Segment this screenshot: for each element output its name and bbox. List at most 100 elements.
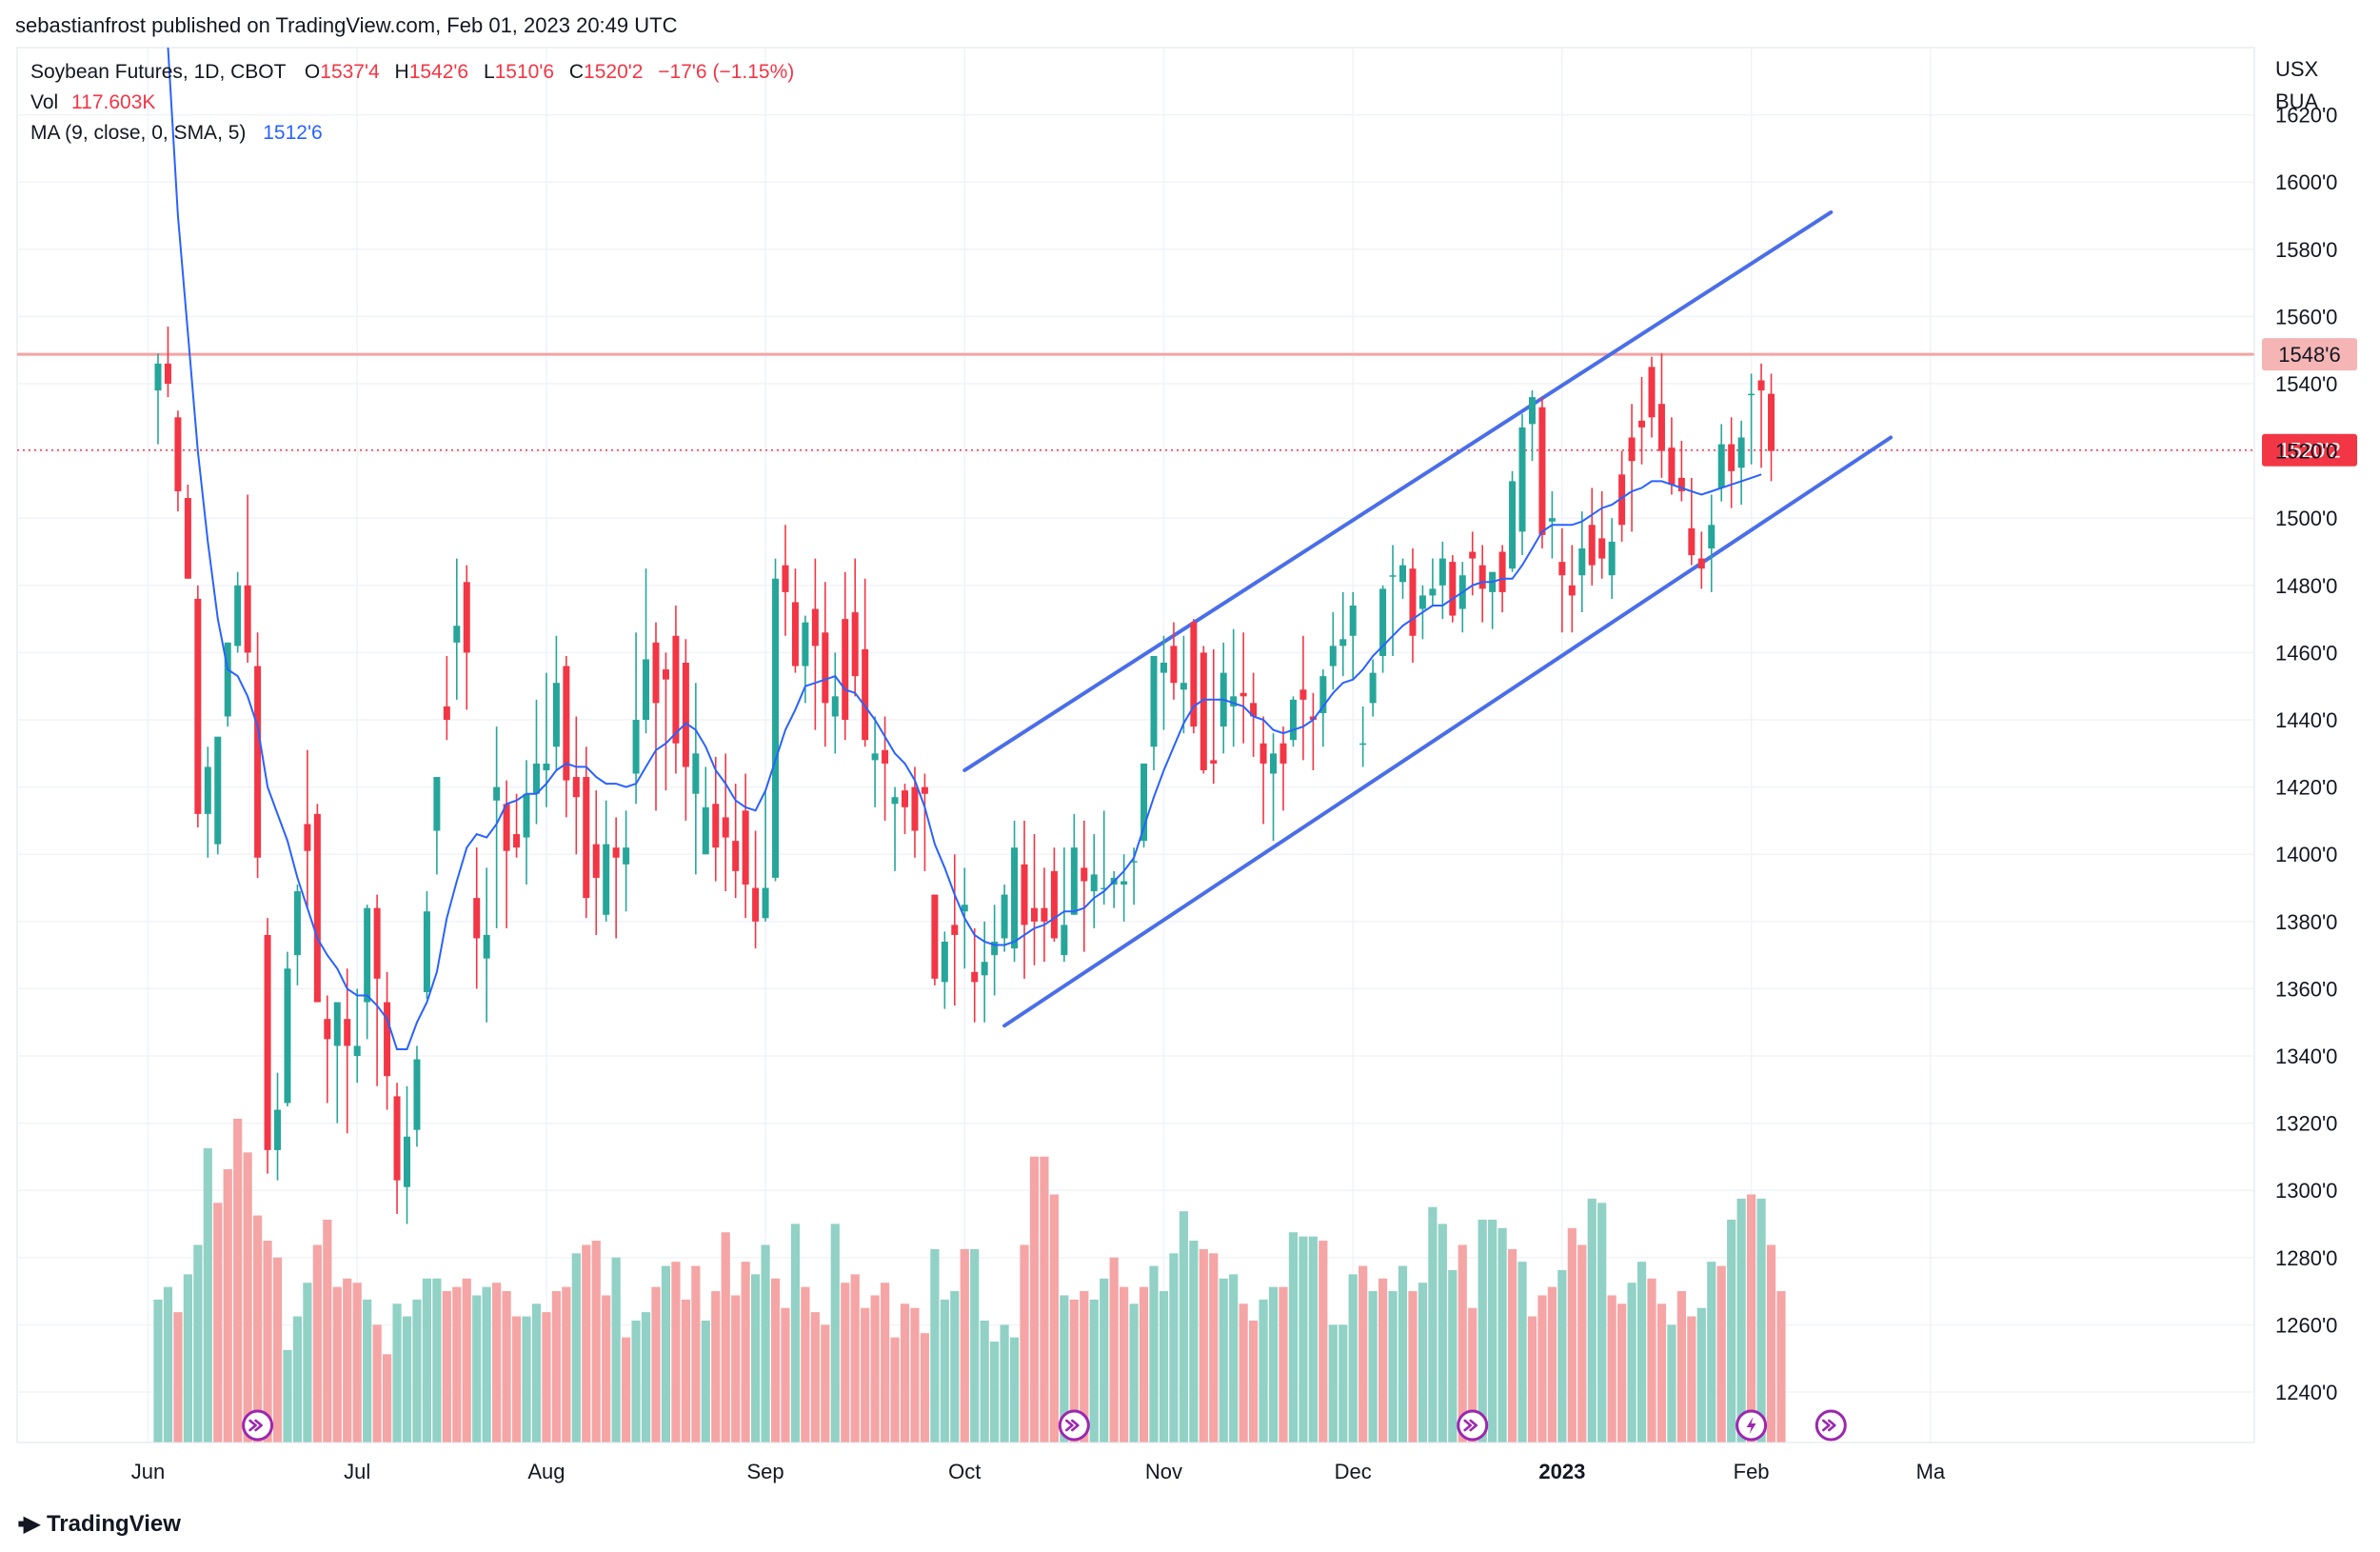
- trend-channel: [962, 209, 1894, 1028]
- legend-ma-label[interactable]: MA (9, close, 0, SMA, 5): [30, 122, 247, 144]
- y-tick-label: 1480'0: [2275, 574, 2337, 598]
- candle-body: [1030, 907, 1038, 922]
- y-tick-label: 1500'0: [2275, 507, 2337, 530]
- volume-bar: [870, 1295, 880, 1443]
- last-price-label: 1520'2: [2278, 439, 2340, 463]
- last-price-tag: [2262, 433, 2357, 467]
- dividend-arrow-icon: [242, 1409, 274, 1442]
- volume-bar: [841, 1283, 850, 1443]
- volume-bar: [1428, 1206, 1438, 1443]
- candle-body: [493, 786, 501, 801]
- candle-body: [752, 887, 760, 922]
- candle-body: [1369, 672, 1377, 704]
- volume-bar: [1607, 1295, 1616, 1443]
- y-tick-label: 1360'0: [2275, 977, 2337, 1001]
- volume-bar: [153, 1299, 163, 1443]
- candle-body: [1170, 646, 1178, 684]
- volume-bar: [1756, 1198, 1766, 1443]
- volume-bar: [1139, 1286, 1149, 1443]
- candle-body: [822, 632, 829, 704]
- candle-body: [791, 602, 799, 667]
- candle-body: [543, 763, 550, 770]
- volume-bar: [830, 1224, 840, 1443]
- ma-line: [167, 47, 1762, 1050]
- volume-bar: [1438, 1224, 1447, 1443]
- volume-bar: [1736, 1198, 1746, 1443]
- tradingview-brand[interactable]: ▪▶ TradingView: [17, 1510, 181, 1538]
- volume-bar: [1169, 1253, 1179, 1443]
- candle-body: [353, 1045, 361, 1057]
- volume-bar: [890, 1337, 900, 1443]
- legend-symbol[interactable]: Soybean Futures, 1D, CBOT: [30, 61, 287, 83]
- candle-body: [503, 804, 510, 851]
- legend-o-label: O: [304, 61, 321, 83]
- candle-body: [1250, 703, 1258, 717]
- volume-bar: [1636, 1262, 1647, 1443]
- candle-body: [1588, 525, 1596, 566]
- volume-bar: [1339, 1324, 1348, 1443]
- candle-body: [384, 1002, 391, 1077]
- candle-body: [1438, 558, 1446, 586]
- volume-bar: [731, 1295, 741, 1443]
- y-tick-label: 1580'0: [2275, 238, 2337, 262]
- candle-body: [1379, 588, 1387, 656]
- bolt-glyph: [1746, 1417, 1756, 1434]
- volume-bar: [1308, 1236, 1318, 1443]
- candle-body: [483, 934, 490, 959]
- candle-body: [1021, 864, 1028, 925]
- candle-body: [293, 891, 301, 956]
- volume-bar: [1239, 1303, 1248, 1443]
- volume-bar: [1368, 1291, 1378, 1443]
- volume-bar: [243, 1152, 252, 1443]
- y-tick-label: 1320'0: [2275, 1112, 2337, 1136]
- volume-bars: [153, 1119, 1786, 1443]
- volume-bar: [701, 1320, 710, 1443]
- candle-body: [1429, 588, 1437, 596]
- candle-body: [1728, 444, 1735, 471]
- candle-body: [702, 806, 709, 855]
- candle-body: [1657, 404, 1665, 451]
- candle-body: [194, 598, 202, 814]
- candle-body: [1359, 743, 1367, 746]
- volume-bar: [363, 1299, 372, 1443]
- volume-bar: [880, 1283, 890, 1443]
- volume-bar: [1557, 1269, 1567, 1443]
- volume-bar: [392, 1303, 402, 1443]
- candle-body: [882, 749, 889, 764]
- candle-body: [1061, 925, 1068, 956]
- candle-body: [1101, 887, 1108, 890]
- candle-body: [1160, 663, 1167, 673]
- legend-vol-label[interactable]: Vol: [30, 91, 59, 113]
- y-tick-label: 1440'0: [2275, 708, 2337, 732]
- candle-body: [1259, 743, 1267, 764]
- volume-bar: [1707, 1262, 1716, 1443]
- y-tick-label: 1400'0: [2275, 843, 2337, 866]
- candle-body: [1478, 565, 1486, 589]
- y-tick-label: 1280'0: [2275, 1246, 2337, 1270]
- arrow-glyph: [1821, 1419, 1836, 1432]
- candle-body: [811, 608, 819, 647]
- candle-body: [344, 1019, 351, 1046]
- candle-body: [1050, 870, 1058, 939]
- candle-body: [552, 683, 560, 747]
- candle-body: [1668, 448, 1676, 485]
- y-tick-label: 1380'0: [2275, 910, 2337, 934]
- volume-bar: [1229, 1274, 1239, 1443]
- volume-bar: [1597, 1203, 1607, 1443]
- legend-ma: MA (9, close, 0, SMA, 5) 1512'6: [30, 122, 323, 145]
- volume-bar: [1577, 1244, 1587, 1443]
- moving-average: [167, 47, 1762, 1050]
- candle-body: [1748, 393, 1755, 396]
- candle-body: [1309, 716, 1317, 721]
- legend-c-label: C: [568, 61, 585, 83]
- candle-body: [1001, 894, 1008, 939]
- volume-bar: [1468, 1307, 1478, 1443]
- volume-bar: [1080, 1291, 1089, 1443]
- legend-ma-value: 1512'6: [263, 122, 323, 144]
- candle-body: [1270, 753, 1278, 774]
- candle-body: [523, 793, 530, 838]
- volume-bar: [253, 1215, 263, 1443]
- volume-bar: [1766, 1244, 1776, 1443]
- candle-body: [423, 911, 430, 992]
